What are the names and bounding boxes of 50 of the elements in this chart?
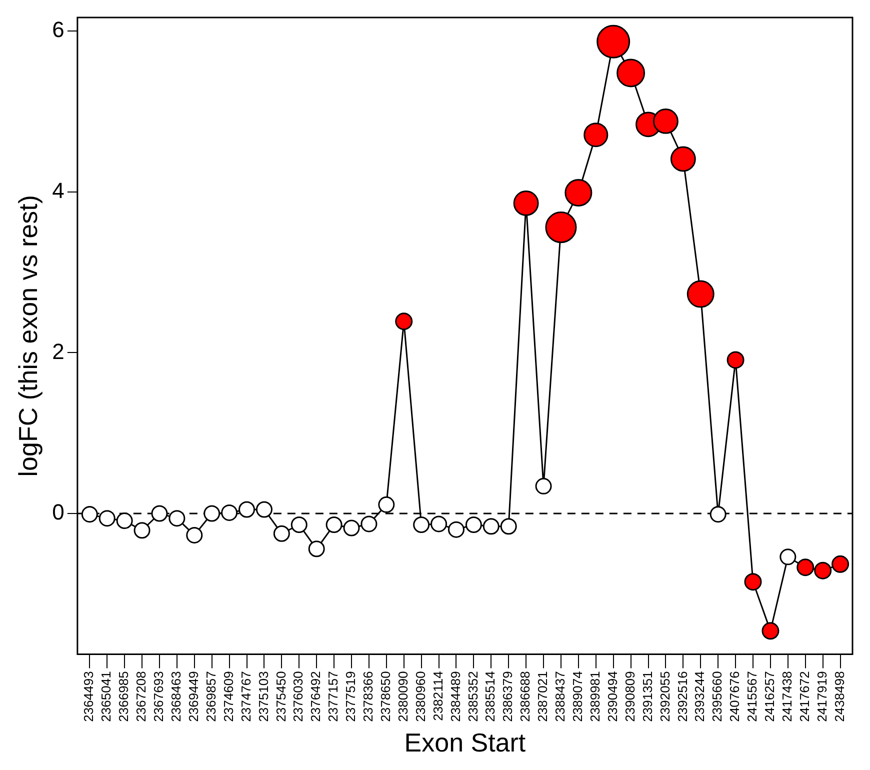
- x-tick-label: 2377157: [326, 671, 341, 722]
- x-tick-label: 2391351: [640, 671, 655, 722]
- x-tick-label: 2369857: [203, 671, 218, 722]
- x-tick-label: 2386688: [518, 671, 533, 722]
- x-tick-label: 2367208: [134, 671, 149, 722]
- x-tick-label: 2395660: [710, 671, 725, 722]
- x-tick-label: 2388437: [552, 671, 568, 722]
- x-tick-label: 2407676: [727, 671, 742, 722]
- x-tick-label: 2389074: [570, 671, 586, 722]
- x-tick-label: 2368463: [168, 671, 184, 722]
- x-tick-label: 2392516: [674, 671, 690, 722]
- x-tick-label: 2382114: [430, 671, 446, 721]
- x-tick-label: 2417438: [779, 671, 794, 722]
- x-tick-label: 2380960: [412, 671, 428, 722]
- x-tick-label: 2385514: [482, 671, 498, 722]
- x-tick-label: 2365041: [98, 671, 114, 722]
- x-tick-label: 2387021: [535, 671, 550, 722]
- x-tick-label: 2374609: [220, 671, 236, 722]
- x-tick-label: 2374767: [238, 671, 254, 722]
- x-tick-label: 2380090: [395, 671, 410, 722]
- y-tick-label: 6: [52, 17, 64, 42]
- x-tick-label: 2417672: [796, 671, 812, 722]
- x-tick-label: 2389981: [587, 671, 602, 722]
- y-tick-label: 0: [52, 500, 64, 525]
- x-tick-label: 2390494: [604, 671, 620, 722]
- x-tick-label: 2369449: [186, 671, 201, 722]
- x-tick-label: 2390809: [622, 671, 638, 722]
- x-tick-label: 2384489: [448, 671, 463, 722]
- x-tick-label: 2417919: [814, 671, 830, 722]
- y-tick-label: 2: [52, 338, 64, 364]
- x-tick-label: 2366985: [116, 671, 132, 722]
- x-tick-label: 2375103: [256, 671, 271, 722]
- x-tick-label: 2376030: [290, 671, 306, 722]
- x-tick-label: 2378650: [378, 671, 393, 722]
- y-axis-title: logFC (this exon vs rest): [12, 194, 43, 477]
- x-tick-label: 2393244: [692, 671, 708, 722]
- x-tick-label: 2386379: [500, 671, 516, 722]
- x-tick-label: 2376492: [308, 671, 324, 722]
- x-axis-title: Exon Start: [404, 728, 526, 758]
- x-tick-label: 2416257: [762, 671, 778, 722]
- x-tick-label: 2415567: [744, 671, 760, 722]
- x-tick-label: 2367693: [151, 671, 166, 722]
- x-tick-label: 2438498: [832, 671, 847, 722]
- x-tick-label: 2385352: [465, 671, 480, 722]
- y-tick-label: 4: [52, 178, 64, 204]
- x-tick-label: 2392055: [657, 671, 672, 722]
- x-tick-label: 2377519: [343, 671, 358, 722]
- x-tick-label: 2378366: [360, 671, 376, 722]
- x-tick-label: 2364493: [81, 671, 96, 722]
- x-tick-label: 2375450: [273, 671, 288, 722]
